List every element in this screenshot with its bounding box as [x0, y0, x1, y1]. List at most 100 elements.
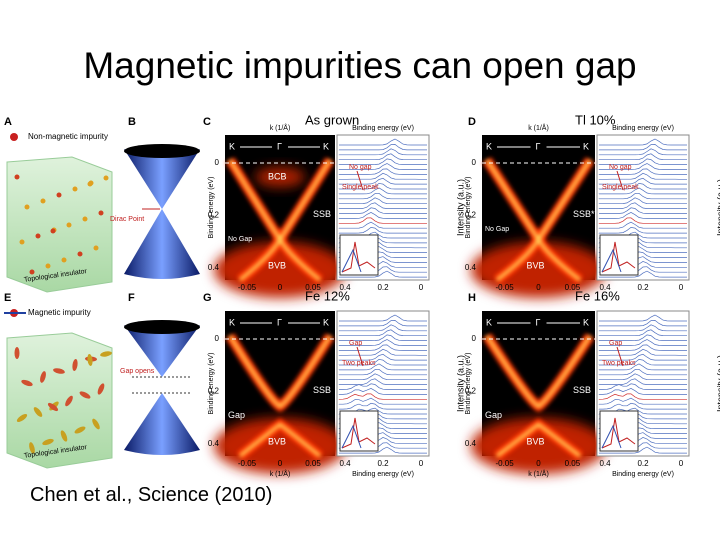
- bcb-glow: [255, 167, 305, 187]
- spectrum: [598, 324, 687, 332]
- spectrum: [599, 383, 687, 390]
- panel-label: A: [4, 116, 12, 128]
- impurity: [92, 418, 100, 430]
- spectrum: [598, 158, 687, 165]
- impurity: [61, 257, 67, 263]
- label: Two peaks: [342, 360, 376, 367]
- impurity: [87, 354, 93, 366]
- spectrum: [338, 187, 427, 195]
- spectrum: [338, 344, 427, 351]
- label: Gap: [228, 410, 245, 420]
- cube: [6, 332, 113, 469]
- panel-label: C: [203, 116, 211, 128]
- spectrum: [599, 138, 687, 146]
- label: K: [229, 141, 235, 151]
- tick-label: 0: [278, 459, 283, 468]
- impurity: [98, 210, 104, 216]
- spectrum: [598, 202, 687, 209]
- cone-top: [124, 144, 200, 158]
- spectrum: [338, 153, 427, 161]
- impurity: [103, 175, 109, 181]
- impurity: [40, 198, 46, 204]
- inset-curve: [341, 417, 376, 449]
- label: k (1/Å): [528, 123, 549, 132]
- spectrum: [338, 446, 427, 454]
- inset-curve: [601, 424, 622, 449]
- impurity: [50, 228, 56, 234]
- impurity: [21, 379, 33, 387]
- label: Intensity (a.u.): [715, 179, 720, 236]
- lower-cone: [124, 209, 200, 279]
- tick-label: -0.05: [495, 283, 514, 292]
- panel-label: E: [4, 292, 11, 304]
- inset-curve: [341, 424, 362, 449]
- spectrum: [338, 363, 427, 371]
- tick-label: 0.4: [208, 263, 220, 272]
- inset: [339, 410, 379, 452]
- label: Two peaks: [602, 360, 636, 367]
- spectrum: [598, 393, 687, 400]
- impurity-icon: [10, 133, 18, 141]
- label: BVB: [527, 436, 545, 446]
- spectrum: [598, 148, 687, 156]
- spectrum: [338, 212, 427, 219]
- impurity: [97, 383, 105, 395]
- label: SSB: [573, 385, 591, 395]
- band: [239, 236, 321, 282]
- spectrum: [338, 339, 427, 346]
- panel-label: D: [468, 116, 476, 128]
- label: Non-magnetic impurity: [28, 132, 108, 141]
- tick-label: 0.4: [599, 283, 611, 292]
- tick-label: 0.4: [208, 439, 220, 448]
- impurity: [56, 192, 62, 198]
- label: BCB: [268, 171, 287, 181]
- label: k (1/Å): [270, 123, 291, 132]
- inset-curve: [601, 241, 636, 273]
- impurity: [24, 204, 30, 210]
- sample-title: Tl 10%: [575, 112, 616, 127]
- band: [485, 335, 592, 409]
- spectra-frame: [336, 310, 430, 457]
- tick-label: 0.4: [465, 439, 477, 448]
- band: [239, 422, 321, 458]
- bvb-glow: [470, 242, 607, 298]
- spectrum: [598, 163, 687, 170]
- tick-label: 0: [536, 459, 541, 468]
- label: Binding energy (eV): [352, 471, 414, 478]
- spectrum: [598, 348, 687, 356]
- spectrum: [338, 192, 427, 200]
- spectrum: [338, 397, 427, 405]
- spectrum: [338, 348, 427, 356]
- label: Binding energy (eV): [612, 125, 674, 132]
- tick-label: -0.05: [238, 459, 257, 468]
- sample-title: Fe 12%: [305, 288, 350, 303]
- band: [496, 236, 581, 282]
- spectrum: [598, 270, 687, 278]
- spectrum: [338, 221, 427, 229]
- label: k (1/Å): [528, 469, 549, 478]
- impurity: [82, 216, 88, 222]
- tick-label: 0.2: [465, 387, 477, 396]
- label: K: [323, 317, 329, 327]
- tick-label: 0: [419, 283, 424, 292]
- label: K: [583, 141, 589, 151]
- tick-label: 0.2: [465, 211, 477, 220]
- spectrum: [338, 334, 427, 341]
- impurity: [29, 269, 35, 275]
- spectrum: [338, 172, 427, 180]
- spectrum: [338, 197, 427, 205]
- pointer: [356, 170, 364, 191]
- spectrum: [338, 177, 427, 185]
- label: Binding energy (eV): [208, 353, 215, 415]
- pointer: [616, 170, 624, 191]
- spectrum: [598, 168, 687, 175]
- impurity: [35, 233, 41, 239]
- label: Γ: [277, 317, 282, 327]
- impurity: [72, 186, 78, 192]
- spectrum: [338, 402, 427, 410]
- impurity: [19, 239, 25, 245]
- impurity: [87, 181, 93, 187]
- label: Γ: [536, 141, 541, 151]
